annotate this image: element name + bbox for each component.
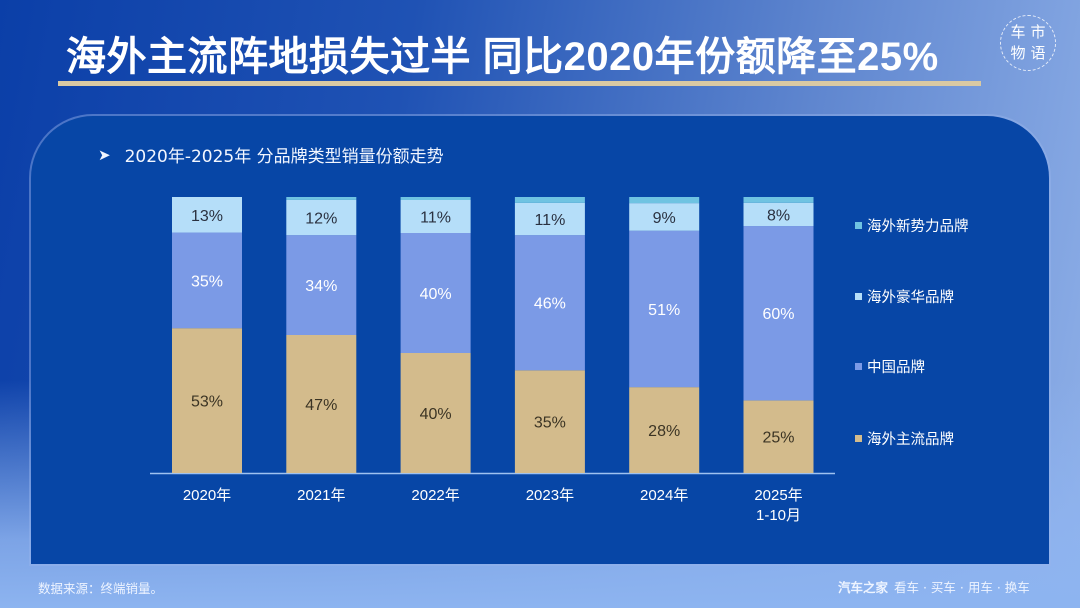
x-tick-label: 1-10月 — [756, 507, 801, 524]
x-tick-label: 2024年 — [640, 487, 688, 504]
data-label: 9% — [653, 210, 676, 227]
logo-char: 车 — [1010, 23, 1026, 41]
legend-swatch-icon — [855, 435, 862, 442]
bar-segment-3 — [400, 197, 471, 200]
page-title: 海外主流阵地损失过半 同比2020年份额降至25% — [66, 35, 939, 79]
bar-segment-3 — [514, 197, 585, 203]
bar-segment-3 — [629, 197, 700, 204]
legend-item: 海外新势力品牌 — [855, 215, 969, 236]
logo-icon: 车 市 物 语 — [1000, 15, 1056, 71]
chart-subtitle: ➤ 2020年-2025年 分品牌类型销量份额走势 — [98, 142, 444, 168]
legend-label: 海外豪华品牌 — [867, 290, 954, 306]
data-label: 11% — [420, 210, 451, 227]
x-tick-label: 2023年 — [526, 487, 574, 504]
data-label: 11% — [534, 212, 565, 229]
title-underline — [58, 81, 981, 86]
bar-segment-3 — [286, 197, 357, 200]
bar-segment-2 — [514, 202, 585, 236]
legend-item: 海外主流品牌 — [855, 428, 954, 449]
x-tick-label: 2020年 — [183, 487, 231, 504]
x-tick-label: 2022年 — [411, 487, 459, 504]
bar-segment-1 — [400, 233, 471, 353]
chart-legend: 海外新势力品牌 海外豪华品牌 中国品牌海外主流品牌 — [855, 0, 1055, 608]
bar-segment-2 — [172, 197, 242, 233]
data-label: 35% — [191, 273, 223, 290]
bar-segment-0 — [514, 370, 585, 473]
data-label: 13% — [191, 208, 223, 225]
legend-swatch-icon — [855, 363, 862, 370]
brand-footer: 汽车之家 看车 · 买车 · 用车 · 换车 — [838, 577, 1030, 596]
data-label: 28% — [648, 423, 680, 440]
data-label: 34% — [305, 278, 337, 295]
bar-segment-0 — [629, 387, 700, 473]
logo-char: 物 — [1010, 44, 1026, 62]
legend-item: 海外豪华品牌 — [855, 286, 954, 307]
bar-segment-2 — [629, 203, 700, 231]
bar-segment-0 — [400, 353, 471, 473]
x-tick-label: 2021年 — [297, 487, 345, 504]
data-label: 46% — [534, 296, 566, 313]
legend-label: 中国品牌 — [867, 360, 925, 376]
bar-segment-1 — [286, 235, 357, 335]
legend-label: 海外主流品牌 — [867, 432, 954, 448]
data-label: 25% — [762, 430, 794, 447]
data-label: 35% — [534, 415, 566, 432]
bar-segment-1 — [172, 232, 242, 329]
logo-char: 语 — [1030, 44, 1046, 62]
chart-subtitle-text: 2020年-2025年 分品牌类型销量份额走势 — [124, 147, 444, 167]
legend-swatch-icon — [855, 222, 862, 229]
data-label: 8% — [767, 207, 790, 224]
bar-segment-1 — [514, 235, 585, 371]
data-label: 60% — [762, 306, 794, 323]
bar-segment-2 — [286, 199, 357, 236]
bar-segment-1 — [743, 226, 814, 401]
x-tick-label: 2025年 — [754, 487, 802, 504]
bar-segment-0 — [172, 328, 242, 473]
logo-char: 市 — [1030, 23, 1046, 41]
data-label: 12% — [305, 211, 337, 228]
data-label: 53% — [191, 394, 223, 411]
legend-item: 中国品牌 — [855, 356, 925, 377]
legend-swatch-icon — [855, 293, 862, 300]
data-source-note: 数据来源：终端销量。 — [38, 581, 164, 596]
bar-segment-3 — [743, 197, 814, 203]
data-label: 40% — [420, 286, 452, 303]
brand-slogan: 看车 · 买车 · 用车 · 换车 — [894, 580, 1030, 595]
data-label: 40% — [420, 406, 452, 423]
arrow-right-icon: ➤ — [98, 145, 111, 164]
brand-name: 汽车之家 — [838, 580, 889, 595]
legend-label: 海外新势力品牌 — [867, 219, 969, 235]
bar-segment-2 — [400, 200, 471, 233]
data-label: 47% — [305, 397, 337, 414]
bar-segment-2 — [743, 202, 814, 227]
bar-segment-0 — [743, 400, 814, 473]
bar-segment-1 — [629, 230, 700, 388]
bar-segment-0 — [286, 335, 357, 473]
data-label: 51% — [648, 302, 680, 319]
